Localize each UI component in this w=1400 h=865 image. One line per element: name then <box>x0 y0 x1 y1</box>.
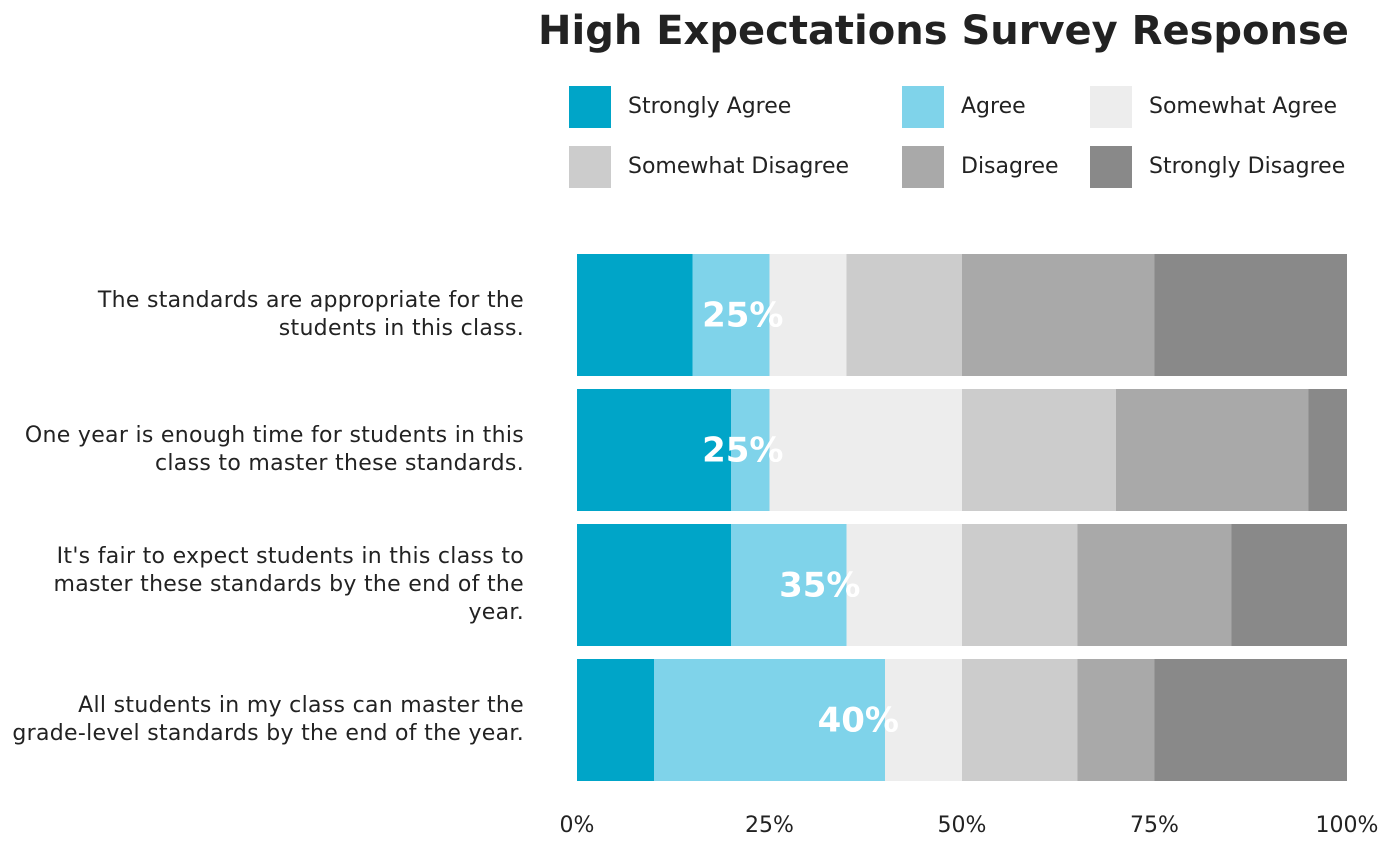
legend-label: Somewhat Disagree <box>628 154 849 179</box>
bar-segment <box>769 254 847 376</box>
legend-swatch <box>569 86 611 128</box>
value-label: 35% <box>779 566 860 606</box>
bar-segment <box>731 524 847 646</box>
value-label: 40% <box>818 701 899 741</box>
bar-segment <box>1154 254 1347 376</box>
x-tick-label: 25% <box>745 813 794 838</box>
legend-label: Strongly Agree <box>628 94 791 119</box>
x-tick-label: 100% <box>1316 813 1379 838</box>
bar-segment <box>962 659 1078 781</box>
x-tick-label: 0% <box>560 813 595 838</box>
legend-swatch <box>569 146 611 188</box>
bar-segment <box>577 389 731 511</box>
bar-segment <box>962 524 1078 646</box>
legend-swatch <box>1090 86 1132 128</box>
category-label: The standards are appropriate for the st… <box>97 288 524 341</box>
x-tick-label: 75% <box>1130 813 1179 838</box>
bar-segment <box>577 659 654 781</box>
bar-segment <box>1231 524 1347 646</box>
value-label: 25% <box>702 296 783 336</box>
bar-segment <box>577 524 731 646</box>
bar-segment <box>1077 659 1155 781</box>
bar-segment <box>769 389 962 511</box>
bar-segment <box>1077 524 1232 646</box>
bar-segment <box>731 389 770 511</box>
legend-label: Strongly Disagree <box>1149 154 1345 179</box>
chart-title: High Expectations Survey Response <box>538 8 1349 54</box>
bar-segment <box>577 254 693 376</box>
category-label: It's fair to expect students in this cla… <box>53 544 524 625</box>
category-label: One year is enough time for students in … <box>24 423 524 476</box>
legend-swatch <box>1090 146 1132 188</box>
value-label: 25% <box>702 431 783 471</box>
legend-swatch <box>902 86 944 128</box>
bar-segment <box>962 389 1116 511</box>
bar-segment <box>1116 389 1309 511</box>
bar-segment <box>692 254 770 376</box>
bar-segment <box>1154 659 1347 781</box>
legend-swatch <box>902 146 944 188</box>
legend-label: Agree <box>961 94 1026 119</box>
bar-segment <box>654 659 885 781</box>
legend-label: Disagree <box>961 154 1059 179</box>
bar-segment <box>1308 389 1347 511</box>
bar-segment <box>846 254 962 376</box>
category-label: All students in my class can master the … <box>12 693 524 746</box>
bar-segment <box>846 524 962 646</box>
x-tick-label: 50% <box>938 813 987 838</box>
bar-segment <box>885 659 962 781</box>
legend-label: Somewhat Agree <box>1149 94 1337 119</box>
bar-segment <box>962 254 1155 376</box>
